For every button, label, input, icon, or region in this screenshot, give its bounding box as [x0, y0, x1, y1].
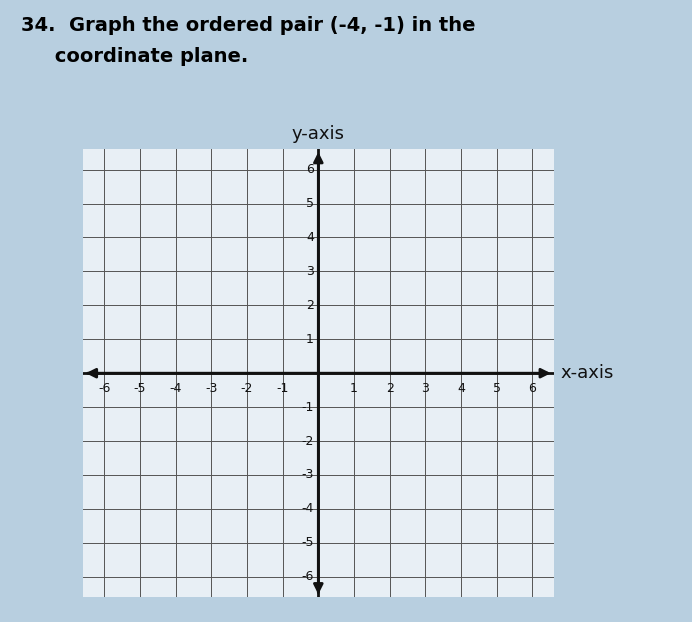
- Text: 2: 2: [306, 299, 314, 312]
- Text: -3: -3: [302, 468, 314, 481]
- Text: 6: 6: [528, 382, 536, 395]
- Text: -2: -2: [302, 435, 314, 448]
- Text: -6: -6: [98, 382, 111, 395]
- Text: -5: -5: [134, 382, 146, 395]
- Text: -2: -2: [241, 382, 253, 395]
- Text: -1: -1: [302, 401, 314, 414]
- Text: 5: 5: [493, 382, 500, 395]
- Text: 4: 4: [306, 231, 314, 244]
- Text: -6: -6: [302, 570, 314, 583]
- Text: 1: 1: [350, 382, 358, 395]
- Text: -4: -4: [302, 503, 314, 516]
- Text: 1: 1: [306, 333, 314, 346]
- Text: -4: -4: [170, 382, 182, 395]
- Text: 5: 5: [306, 197, 314, 210]
- Text: 6: 6: [306, 163, 314, 176]
- Text: 3: 3: [421, 382, 429, 395]
- Text: -1: -1: [277, 382, 289, 395]
- Text: -3: -3: [206, 382, 217, 395]
- Text: -5: -5: [302, 536, 314, 549]
- Text: 4: 4: [457, 382, 465, 395]
- Text: 34.  Graph the ordered pair (-4, -1) in the: 34. Graph the ordered pair (-4, -1) in t…: [21, 16, 475, 35]
- Text: coordinate plane.: coordinate plane.: [21, 47, 248, 66]
- Text: 3: 3: [306, 265, 314, 278]
- Text: 2: 2: [385, 382, 394, 395]
- Text: x-axis: x-axis: [561, 364, 614, 382]
- Text: y-axis: y-axis: [292, 125, 345, 143]
